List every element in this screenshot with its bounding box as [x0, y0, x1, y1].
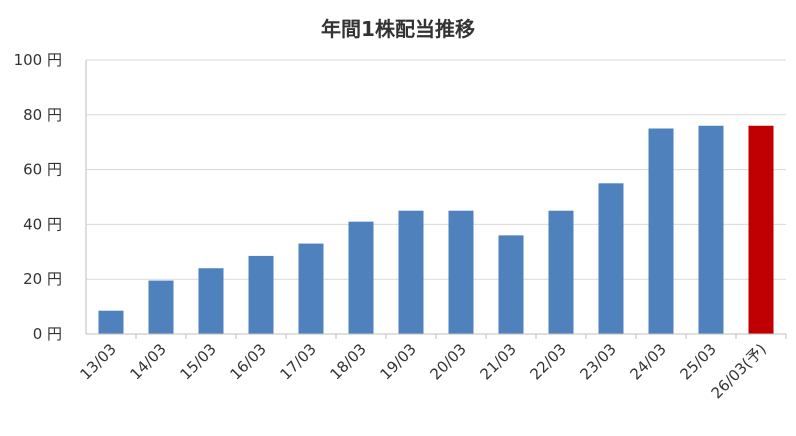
bar-10: [598, 183, 624, 334]
x-tick-label: 14/03: [127, 340, 170, 383]
x-tick-label: 17/03: [277, 340, 320, 383]
bar-7: [448, 210, 474, 334]
x-tick-label: 26/03(予): [708, 340, 770, 402]
y-tick-label: 80 円: [23, 106, 62, 124]
y-axis-ticks: 0 円 20 円 40 円 60 円 80 円 100 円: [14, 51, 62, 343]
bar-8: [498, 235, 524, 334]
bar-2: [198, 268, 224, 334]
x-tick-label: 25/03: [677, 340, 720, 383]
bar-4: [298, 243, 324, 334]
bar-1: [148, 280, 174, 334]
x-tick-label: 13/03: [77, 340, 120, 383]
axes: [85, 60, 787, 339]
bar-9: [548, 210, 574, 334]
y-tick-label: 40 円: [23, 215, 62, 233]
x-tick-label: 15/03: [177, 340, 220, 383]
x-tick-label: 18/03: [327, 340, 370, 383]
bar-12: [698, 125, 724, 334]
x-tick-label: 19/03: [377, 340, 420, 383]
bar-5: [348, 221, 374, 334]
x-axis-ticks: 13/03 14/03 15/03 16/03 17/03 18/03 19/03 20/03…: [77, 340, 770, 402]
x-tick-label: 22/03: [527, 340, 570, 383]
bar-3: [248, 255, 274, 334]
y-tick-label: 20 円: [23, 270, 62, 288]
gridlines: [86, 59, 786, 280]
chart-title: 年間1株配当推移: [321, 17, 475, 41]
x-tick-label: 23/03: [577, 340, 620, 383]
bar-0: [98, 310, 124, 334]
bar-13: [748, 125, 774, 334]
x-tick-label: 21/03: [477, 340, 520, 383]
bar-11: [648, 128, 674, 334]
y-tick-label: 0 円: [33, 325, 62, 343]
bar-6: [398, 210, 424, 334]
y-tick-label: 60 円: [23, 161, 62, 179]
x-tick-label: 24/03: [627, 340, 670, 383]
x-tick-label: 16/03: [227, 340, 270, 383]
x-tick-label: 20/03: [427, 340, 470, 383]
y-tick-label: 100 円: [14, 51, 62, 69]
bars: [98, 125, 774, 334]
